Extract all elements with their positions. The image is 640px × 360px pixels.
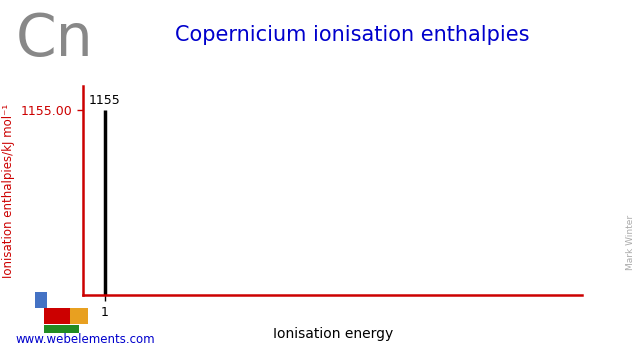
Text: Copernicium ionisation enthalpies: Copernicium ionisation enthalpies bbox=[175, 25, 529, 45]
Text: Mark Winter: Mark Winter bbox=[626, 215, 635, 270]
Text: 1155: 1155 bbox=[89, 94, 121, 107]
Text: Cn: Cn bbox=[16, 11, 93, 68]
Text: www.webelements.com: www.webelements.com bbox=[16, 333, 156, 346]
X-axis label: Ionisation energy: Ionisation energy bbox=[273, 327, 393, 341]
Y-axis label: Ionisation enthalpies/kJ mol⁻¹: Ionisation enthalpies/kJ mol⁻¹ bbox=[3, 104, 15, 278]
